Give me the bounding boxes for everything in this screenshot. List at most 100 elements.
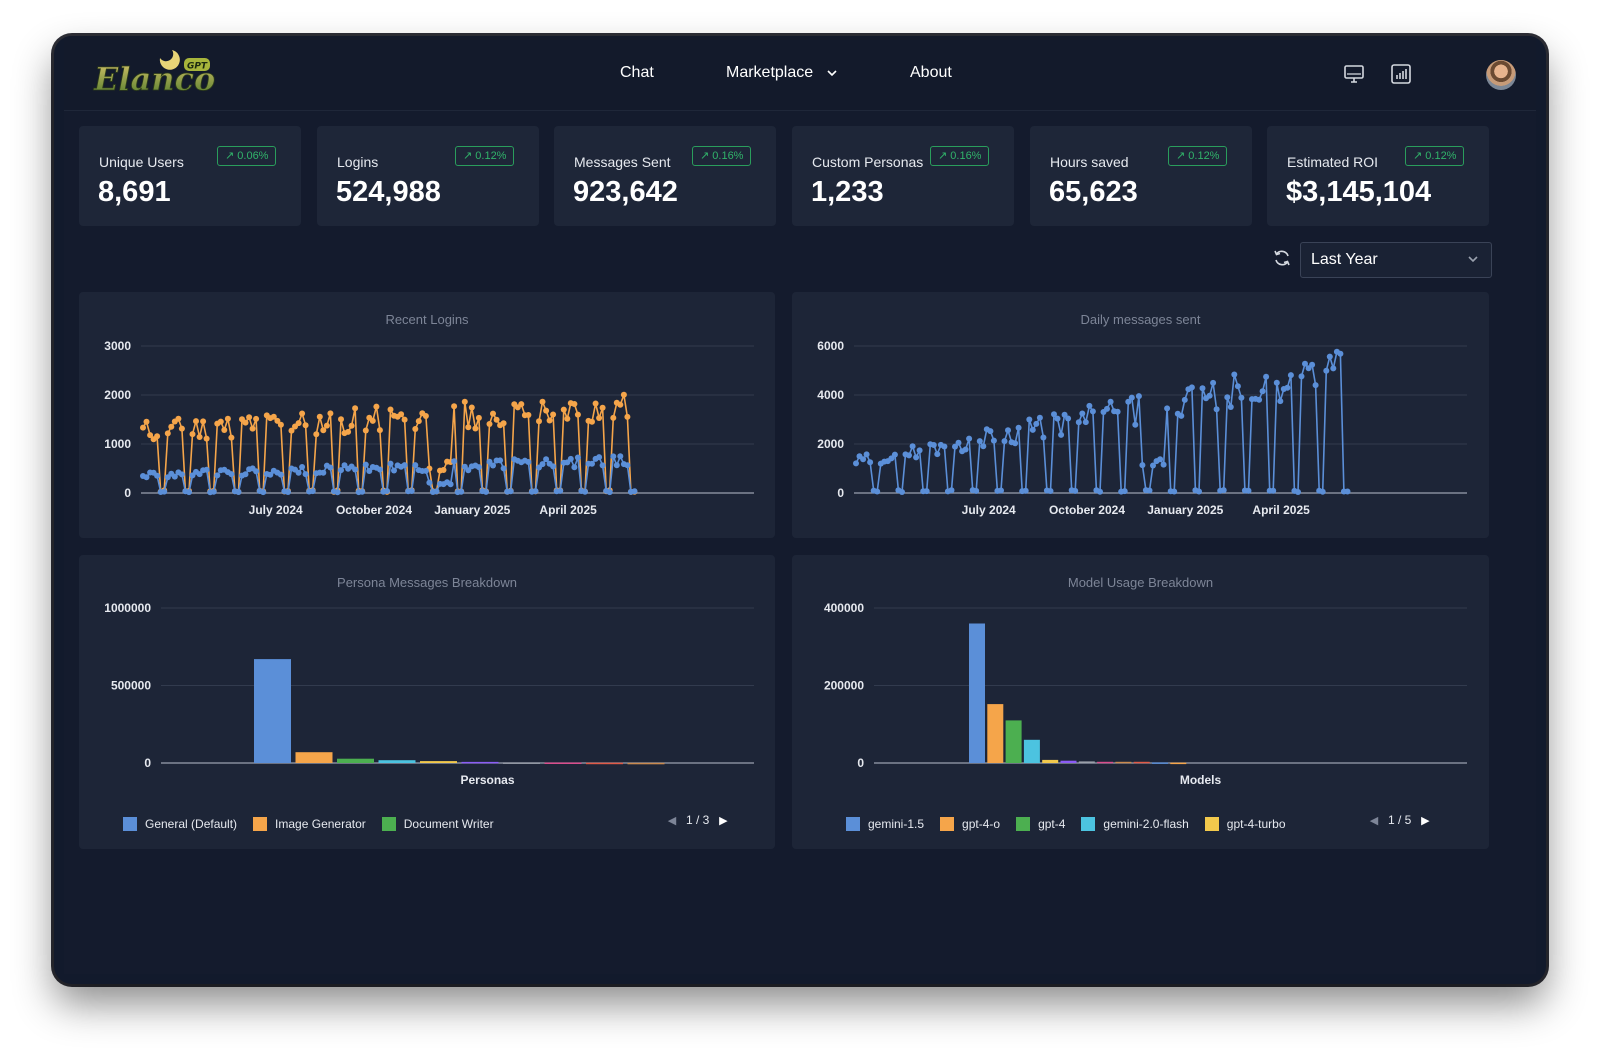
data-point bbox=[493, 416, 500, 423]
legend-label: gpt-4-o bbox=[962, 817, 1001, 831]
data-point bbox=[1082, 419, 1089, 426]
data-point bbox=[1132, 421, 1139, 428]
data-point bbox=[1178, 412, 1185, 419]
data-point bbox=[387, 406, 394, 413]
data-point bbox=[1058, 431, 1065, 438]
legend-swatch bbox=[1016, 817, 1031, 831]
data-point bbox=[596, 415, 603, 421]
data-point bbox=[1273, 379, 1280, 386]
data-point bbox=[1026, 416, 1033, 423]
data-point bbox=[1256, 396, 1263, 403]
data-point bbox=[486, 458, 493, 465]
data-point bbox=[1089, 408, 1096, 415]
data-point bbox=[1344, 488, 1351, 495]
data-point bbox=[147, 432, 154, 439]
legend-pager: ◀ 1 / 5 ▶ bbox=[1366, 812, 1433, 828]
legend-swatch bbox=[846, 817, 860, 831]
data-point bbox=[948, 487, 955, 494]
legend-item[interactable]: gpt-4 bbox=[1016, 817, 1065, 831]
data-point bbox=[1309, 361, 1316, 368]
data-point bbox=[1259, 388, 1266, 395]
nav-marketplace[interactable]: Marketplace bbox=[726, 64, 838, 82]
data-point bbox=[1326, 353, 1333, 360]
data-point bbox=[299, 464, 306, 470]
data-point bbox=[384, 488, 390, 494]
analytics-icon[interactable] bbox=[1389, 62, 1413, 86]
data-point bbox=[1160, 461, 1167, 468]
data-point bbox=[168, 423, 175, 430]
legend-item[interactable]: General (Default) bbox=[123, 817, 237, 831]
legend-item[interactable]: gemini-2.0-flash bbox=[1081, 817, 1189, 831]
data-point bbox=[941, 443, 948, 450]
legend-item[interactable]: Document Writer bbox=[381, 817, 494, 831]
data-point bbox=[217, 418, 224, 425]
bar bbox=[1005, 720, 1022, 763]
data-point bbox=[352, 466, 359, 473]
bar bbox=[1115, 761, 1132, 764]
period-select[interactable]: Last Year bbox=[1300, 242, 1492, 278]
data-point bbox=[536, 418, 542, 425]
legend-item[interactable]: gpt-4-turbo bbox=[1204, 817, 1286, 831]
y-tick-label: 3000 bbox=[104, 339, 131, 353]
data-point bbox=[1065, 415, 1072, 422]
pager-prev-icon[interactable]: ◀ bbox=[1369, 814, 1379, 827]
daily-messages-chart: 0 2000 4000 6000 July 2024 October 2024 Januar… bbox=[817, 339, 1467, 517]
data-point bbox=[853, 460, 859, 467]
legend-item[interactable]: gpt-4-o bbox=[940, 817, 1000, 831]
data-point bbox=[338, 467, 344, 474]
nav-about[interactable]: About bbox=[910, 64, 952, 81]
data-point bbox=[1121, 488, 1128, 495]
pager-next-icon[interactable]: ▶ bbox=[1421, 814, 1430, 827]
data-point bbox=[401, 416, 408, 423]
data-point bbox=[617, 401, 624, 408]
data-point bbox=[863, 451, 870, 458]
legend-item[interactable]: Image Generator bbox=[253, 817, 366, 831]
change-badge: ↗ 0.12% bbox=[455, 146, 515, 166]
data-point bbox=[1104, 405, 1110, 412]
data-point bbox=[313, 431, 320, 438]
bar bbox=[586, 762, 623, 765]
data-point bbox=[475, 464, 482, 471]
data-point bbox=[253, 415, 260, 422]
y-tick-label: 0 bbox=[837, 486, 844, 500]
daily-messages-panel: Daily messages sent 0 2000 4000 6000 July 20… bbox=[792, 292, 1489, 538]
data-point bbox=[327, 410, 334, 417]
data-point bbox=[1157, 456, 1164, 463]
app-window: Elanco GPT Chat Marketplace About bbox=[54, 36, 1546, 984]
data-point bbox=[1051, 411, 1057, 418]
pager-next-icon[interactable]: ▶ bbox=[719, 814, 728, 827]
data-point bbox=[1029, 426, 1036, 433]
data-point bbox=[1054, 415, 1061, 422]
data-point bbox=[140, 424, 146, 431]
change-badge: ↗ 0.12% bbox=[1405, 146, 1465, 166]
data-point bbox=[352, 405, 359, 412]
recent-logins-panel: Recent Logins 0 1000 2000 3000 July 2024 Octo… bbox=[79, 292, 775, 538]
stat-value: 524,988 bbox=[336, 176, 441, 208]
nav-chat[interactable]: Chat bbox=[620, 64, 654, 81]
data-point bbox=[249, 425, 256, 432]
data-point bbox=[1270, 487, 1277, 494]
refresh-icon[interactable] bbox=[1272, 248, 1292, 268]
user-avatar[interactable] bbox=[1486, 60, 1516, 90]
brand-logo[interactable]: Elanco GPT bbox=[90, 44, 220, 104]
series-line bbox=[855, 350, 1348, 494]
pager-prev-icon[interactable]: ◀ bbox=[667, 814, 677, 827]
data-point bbox=[1312, 382, 1319, 389]
data-point bbox=[596, 454, 603, 461]
data-point bbox=[599, 462, 606, 469]
data-point bbox=[178, 471, 185, 478]
monitor-icon[interactable] bbox=[1342, 62, 1366, 86]
data-point bbox=[592, 400, 599, 407]
data-point bbox=[242, 471, 249, 478]
data-point bbox=[500, 420, 507, 427]
data-point bbox=[867, 459, 874, 466]
y-tick-label: 0 bbox=[124, 486, 131, 500]
data-point bbox=[323, 422, 330, 429]
legend-item[interactable]: gemini-1.5 bbox=[846, 817, 924, 831]
data-point bbox=[267, 471, 274, 478]
data-point bbox=[1220, 487, 1227, 494]
legend-swatch bbox=[381, 817, 396, 831]
data-point bbox=[518, 401, 525, 408]
legend-label: General (Default) bbox=[145, 817, 238, 831]
bar bbox=[254, 659, 291, 763]
